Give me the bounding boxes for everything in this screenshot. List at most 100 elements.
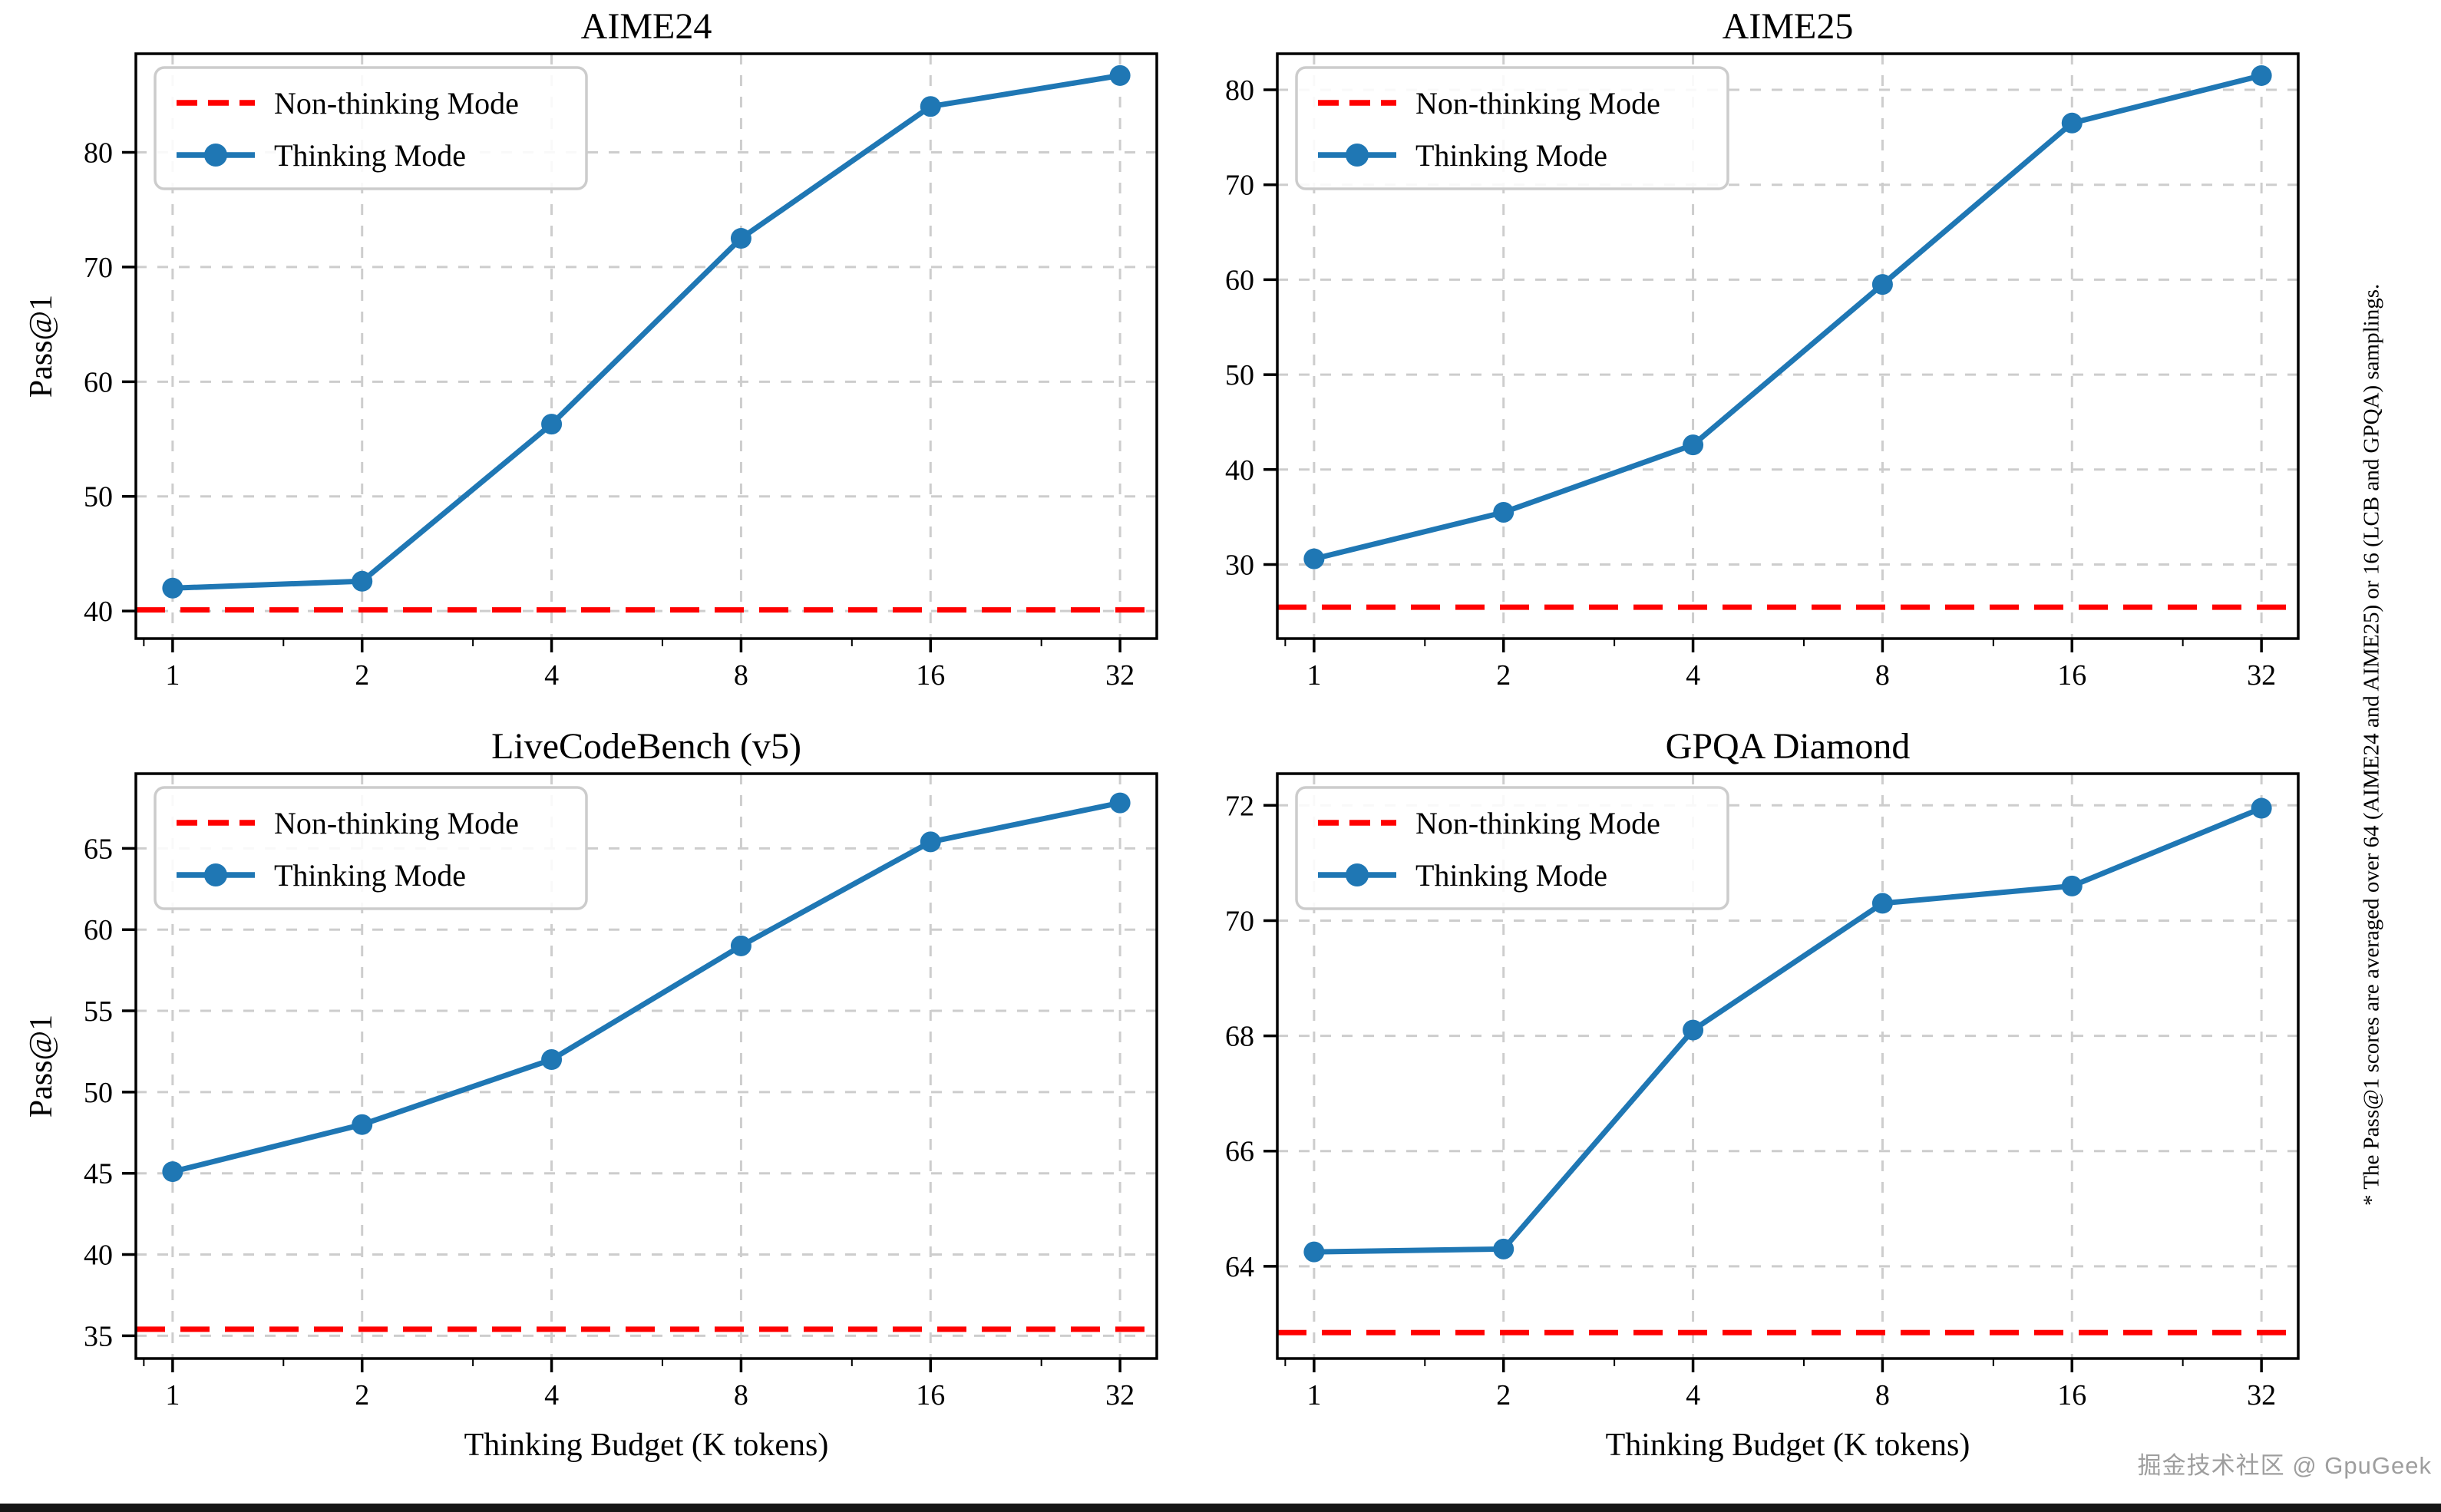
data-point — [162, 577, 183, 599]
plot-border — [1276, 772, 2300, 1360]
thinking-line — [172, 72, 1121, 591]
y-tick-label: 66 — [1225, 1136, 1254, 1168]
y-tick-label: 40 — [84, 1240, 113, 1272]
legend-thinking-label: Thinking Mode — [274, 858, 466, 893]
y-tick-label: 60 — [84, 366, 113, 398]
y-axis-label: Pass@1 — [24, 1015, 59, 1117]
y-tick-label: 55 — [84, 995, 113, 1028]
x-tick-label: 32 — [2247, 659, 2276, 692]
y-axis-label: Pass@1 — [24, 295, 59, 398]
legend-box — [1295, 66, 1729, 190]
chart-title: GPQA Diamond — [1666, 728, 1911, 767]
y-tick-label: 30 — [1225, 550, 1254, 582]
data-point — [920, 96, 941, 117]
data-point — [1109, 792, 1131, 814]
y-tick-label: 70 — [1225, 170, 1254, 202]
x-tick-label: 16 — [2057, 1379, 2086, 1411]
side-footnote: * The Pass@1 scores are averaged over 64… — [2359, 283, 2384, 1206]
x-tick-label: 32 — [1105, 659, 1135, 692]
x-tick-label: 1 — [165, 659, 180, 692]
data-point — [1109, 64, 1131, 86]
thinking-line — [1313, 805, 2263, 1255]
y-tick-label: 68 — [1225, 1021, 1254, 1053]
x-axis-label: Thinking Budget (K tokens) — [464, 1428, 829, 1463]
x-tick-label: 16 — [916, 1379, 945, 1411]
x-tick-label: 16 — [916, 659, 945, 692]
chart-svg: 30 40 50 60 70 80 1 2 4 8 16 32 Non-thinking Mode Thi… — [1225, 6, 2300, 692]
watermark: 掘金技术社区 @ GpuGeek — [2137, 1452, 2432, 1479]
chart-panel-aime24: 40 50 60 70 80 1 2 4 8 16 32 Non-thinking Mode Think… — [19, 6, 1171, 752]
x-tick-label: 8 — [1875, 1379, 1890, 1411]
chart-svg: 35 40 45 50 55 60 65 1 2 4 8 16 32 Non-thinking Mode T… — [24, 726, 1158, 1463]
x-tick-label: 2 — [1496, 1379, 1511, 1411]
chart-panel-aime25: 30 40 50 60 70 80 1 2 4 8 16 32 Non-thinking Mode Thi… — [1161, 6, 2312, 752]
data-point — [920, 831, 941, 853]
x-tick-label: 1 — [1306, 659, 1321, 692]
legend-thinking-marker — [1346, 144, 1369, 167]
x-tick-label: 4 — [1686, 659, 1700, 692]
x-tick-label: 8 — [1875, 659, 1890, 692]
legend-thinking-marker — [204, 144, 227, 167]
data-point — [1303, 548, 1325, 569]
y-tick-label: 80 — [84, 137, 113, 169]
x-tick-label: 4 — [544, 1379, 559, 1411]
x-tick-label: 32 — [1105, 1379, 1135, 1411]
data-point — [1493, 501, 1514, 523]
legend-non-thinking-label: Non-thinking Mode — [274, 806, 519, 840]
data-point — [1871, 274, 1893, 295]
y-tick-label: 50 — [84, 1077, 113, 1109]
x-tick-label: 2 — [355, 659, 369, 692]
y-tick-label: 70 — [84, 252, 113, 284]
plot-border — [134, 772, 1158, 1360]
data-point — [352, 570, 373, 592]
x-tick-label: 16 — [2057, 659, 2086, 692]
legend-thinking-label: Thinking Mode — [1415, 858, 1607, 893]
y-tick-label: 80 — [1225, 74, 1254, 107]
data-point — [2061, 875, 2083, 896]
y-tick-label: 64 — [1225, 1251, 1254, 1283]
x-tick-label: 8 — [734, 659, 748, 692]
data-point — [1303, 1241, 1325, 1263]
chart-svg: 64 66 68 70 72 1 2 4 8 16 32 Non-thinking Mode Think… — [1225, 726, 2300, 1463]
data-point — [730, 228, 751, 249]
thinking-line — [1313, 73, 2262, 562]
y-tick-label: 70 — [1225, 905, 1254, 937]
y-tick-label: 35 — [84, 1320, 113, 1352]
y-tick-label: 60 — [1225, 264, 1254, 296]
chart-title: LiveCodeBench (v5) — [491, 728, 801, 767]
data-point — [1493, 1238, 1514, 1259]
data-point — [1683, 434, 1704, 456]
legend-non-thinking-label: Non-thinking Mode — [274, 86, 519, 120]
y-tick-label: 45 — [84, 1158, 113, 1190]
legend-thinking-label: Thinking Mode — [1415, 138, 1607, 173]
x-axis-label: Thinking Budget (K tokens) — [1606, 1428, 1970, 1463]
y-tick-label: 50 — [1225, 359, 1254, 391]
x-tick-label: 8 — [734, 1379, 748, 1411]
x-tick-label: 4 — [544, 659, 559, 692]
y-tick-label: 40 — [84, 596, 113, 628]
data-point — [1683, 1019, 1704, 1041]
chart-panel-gpqa-diamond: 64 66 68 70 72 1 2 4 8 16 32 Non-thinking Mode Think… — [1161, 726, 2312, 1472]
data-point — [541, 414, 563, 435]
plot-border — [1276, 52, 2300, 640]
plot-border — [134, 52, 1158, 640]
data-point — [2251, 64, 2272, 86]
x-tick-label: 2 — [355, 1379, 369, 1411]
thinking-line — [172, 800, 1121, 1174]
chart-title: AIME24 — [581, 8, 712, 47]
legend-thinking-marker — [1346, 863, 1369, 886]
chart-panel-livecodebench: 35 40 45 50 55 60 65 1 2 4 8 16 32 Non-thinking Mode T… — [19, 726, 1171, 1472]
chart-svg: 40 50 60 70 80 1 2 4 8 16 32 Non-thinking Mode Think… — [24, 6, 1158, 692]
legend-thinking-label: Thinking Mode — [274, 138, 466, 173]
y-tick-label: 50 — [84, 481, 113, 513]
data-point — [541, 1049, 563, 1071]
data-point — [1871, 893, 1893, 914]
legend-box — [1295, 786, 1729, 910]
x-tick-label: 4 — [1686, 1379, 1700, 1411]
legend-thinking-marker — [204, 863, 227, 886]
legend-box — [154, 66, 588, 190]
data-point — [2251, 797, 2272, 819]
y-tick-label: 60 — [84, 914, 113, 946]
y-tick-label: 72 — [1225, 790, 1254, 822]
